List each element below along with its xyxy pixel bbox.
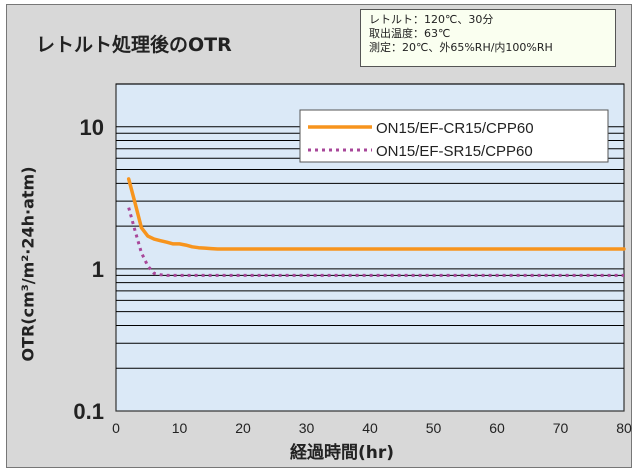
x-tick-label: 30 — [299, 420, 315, 436]
legend-label-cr: ON15/EF-CR15/CPP60 — [376, 120, 534, 137]
x-axis-ticks: 0 10 20 30 40 50 60 70 80 — [112, 420, 632, 436]
x-tick-label: 60 — [489, 420, 505, 436]
x-tick-label: 10 — [172, 420, 188, 436]
chart-title: レトルト処理後のOTR — [36, 34, 232, 56]
y-tick-label: 1 — [92, 257, 104, 282]
condition-take-out-temp: 取出温度：63℃ — [369, 27, 451, 40]
legend-box — [299, 109, 609, 163]
series-line-1 — [127, 207, 624, 277]
y-tick-label: 0.1 — [73, 399, 104, 424]
legend: ON15/EF-CR15/CPP60 ON15/EF-SR15/CPP60 — [299, 109, 609, 163]
y-axis-ticks: 10 1 0.1 — [73, 115, 104, 424]
x-tick-label: 50 — [426, 420, 442, 436]
x-tick-label: 20 — [235, 420, 251, 436]
x-tick-label: 80 — [616, 420, 632, 436]
x-tick-label: 40 — [362, 420, 378, 436]
legend-label-sr: ON15/EF-SR15/CPP60 — [376, 143, 533, 160]
conditions-box: レトルト：120℃、30分 取出温度：63℃ 測定：20℃、外65%RH/内10… — [360, 9, 616, 67]
y-tick-label: 10 — [80, 115, 104, 140]
condition-measurement: 測定：20℃、外65%RH/内100%RH — [369, 41, 553, 54]
series-lines — [126, 177, 626, 277]
y-axis-label: OTR(cm³/m²·24h·atm) — [18, 166, 38, 362]
x-axis-label: 経過時間(hr) — [290, 443, 395, 463]
series-line-0 — [126, 177, 626, 251]
x-tick-label: 0 — [112, 420, 120, 436]
x-tick-label: 70 — [553, 420, 569, 436]
condition-retort: レトルト：120℃、30分 — [369, 13, 494, 26]
